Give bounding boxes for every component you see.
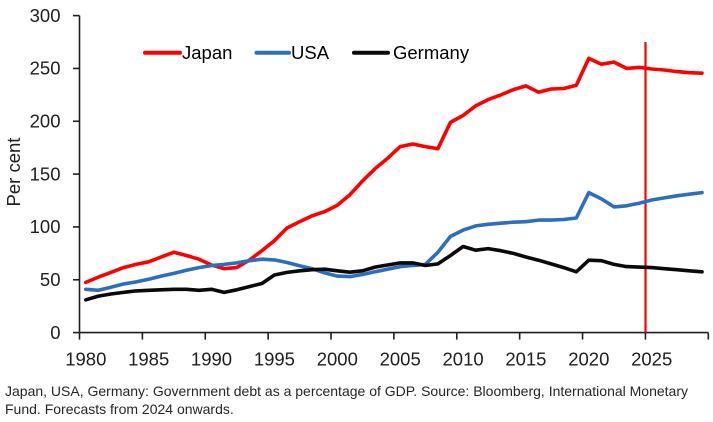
svg-text:1985: 1985 — [128, 348, 169, 369]
svg-text:Japan: Japan — [182, 42, 232, 63]
svg-text:2000: 2000 — [317, 348, 358, 369]
svg-text:USA: USA — [291, 42, 330, 63]
svg-text:2010: 2010 — [443, 348, 484, 369]
svg-text:200: 200 — [30, 111, 61, 132]
svg-text:150: 150 — [30, 163, 61, 184]
svg-text:1990: 1990 — [191, 348, 232, 369]
svg-text:50: 50 — [40, 269, 61, 290]
svg-text:2025: 2025 — [631, 348, 672, 369]
svg-text:2020: 2020 — [568, 348, 609, 369]
svg-text:300: 300 — [30, 5, 61, 26]
svg-text:2005: 2005 — [380, 348, 421, 369]
svg-text:100: 100 — [30, 216, 61, 237]
svg-text:250: 250 — [30, 58, 61, 79]
svg-text:1995: 1995 — [254, 348, 295, 369]
svg-text:0: 0 — [50, 322, 60, 343]
svg-text:Per cent: Per cent — [3, 138, 24, 207]
svg-text:2015: 2015 — [505, 348, 546, 369]
svg-text:1980: 1980 — [65, 348, 106, 369]
svg-text:Germany: Germany — [393, 42, 470, 63]
